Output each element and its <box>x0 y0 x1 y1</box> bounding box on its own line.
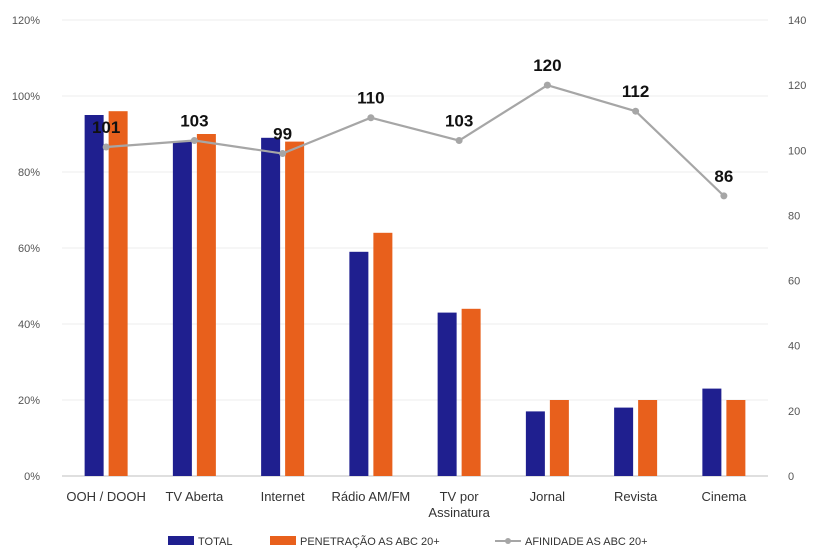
line-layer: 101 103 99 110 103 120 112 86 <box>92 56 733 200</box>
legend-swatch <box>168 536 194 545</box>
y-right-tick-label: 140 <box>788 15 806 27</box>
x-tick-label: Internet <box>261 489 305 504</box>
y-right-tick-label: 100 <box>788 145 806 157</box>
bar <box>349 251 369 476</box>
y-right-tick-label: 120 <box>788 80 806 92</box>
legend-swatch <box>270 536 296 545</box>
legend-marker <box>505 538 511 544</box>
bar <box>461 308 481 476</box>
x-tick-label: TV Aberta <box>165 489 224 504</box>
bar <box>285 141 305 476</box>
y-right-tick-label: 20 <box>788 406 800 418</box>
x-tick-label-line: Internet <box>261 489 305 504</box>
affinity-point <box>279 150 287 158</box>
affinity-data-label: 112 <box>622 82 649 101</box>
legend: TOTAL PENETRAÇÃO AS ABC 20+ AFINIDADE AS A… <box>168 535 648 548</box>
legend-label: PENETRAÇÃO AS ABC 20+ <box>300 535 440 548</box>
affinity-point <box>367 114 375 122</box>
x-tick-label: Cinema <box>701 489 747 504</box>
affinity-data-label: 103 <box>445 112 473 131</box>
axis-layer: 0% 20% 40% 60% 80% 100% 120% 0 20 40 60 80 100 120 140… <box>12 15 807 520</box>
x-tick-label: Rádio AM/FM <box>332 489 411 504</box>
x-tick-label: OOH / DOOH <box>66 489 145 504</box>
x-tick-label: Revista <box>614 489 658 504</box>
bar <box>614 407 634 476</box>
affinity-data-label: 120 <box>533 56 561 75</box>
affinity-line <box>106 83 725 197</box>
affinity-point <box>543 81 551 89</box>
affinity-data-label: 103 <box>180 112 208 131</box>
x-tick-label: Jornal <box>530 489 566 504</box>
bar <box>84 115 104 476</box>
y-left-tick-label: 100% <box>12 91 40 103</box>
affinity-point <box>102 143 110 151</box>
y-left-tick-label: 20% <box>18 395 40 407</box>
x-tick-label-line: Jornal <box>530 489 566 504</box>
x-tick-label-line: Assinatura <box>428 505 490 520</box>
y-right-tick-label: 60 <box>788 276 800 288</box>
x-tick-label: TV por Assinatura <box>428 489 490 520</box>
x-tick-label-line: TV por <box>440 489 480 504</box>
affinity-point <box>632 107 640 115</box>
affinity-point <box>190 137 198 145</box>
bar <box>172 141 192 476</box>
x-tick-label-line: OOH / DOOH <box>66 489 145 504</box>
y-left-tick-label: 40% <box>18 319 40 331</box>
affinity-data-label: 86 <box>714 167 733 186</box>
bar <box>196 134 216 476</box>
bars-layer <box>84 111 746 477</box>
y-right-tick-label: 80 <box>788 210 800 222</box>
bar <box>638 400 658 476</box>
x-tick-label-line: Rádio AM/FM <box>332 489 411 504</box>
x-tick-label-line: Cinema <box>701 489 747 504</box>
bar <box>525 411 545 476</box>
affinity-point <box>720 192 728 200</box>
x-tick-label-line: TV Aberta <box>165 489 224 504</box>
legend-label: TOTAL <box>198 536 232 548</box>
affinity-point <box>455 137 463 145</box>
y-left-tick-label: 120% <box>12 15 40 27</box>
y-right-tick-label: 40 <box>788 341 800 353</box>
y-right-tick-label: 0 <box>788 471 794 483</box>
bar <box>437 312 457 476</box>
bar <box>108 111 128 476</box>
legend-label: AFINIDADE AS ABC 20+ <box>525 536 648 548</box>
affinity-data-label: 110 <box>357 89 384 108</box>
grid-layer <box>62 19 768 477</box>
y-left-tick-label: 80% <box>18 167 40 179</box>
bar <box>261 137 281 477</box>
y-left-tick-label: 60% <box>18 243 40 255</box>
bar <box>373 232 393 476</box>
affinity-data-label: 99 <box>273 125 292 144</box>
bar <box>549 400 569 476</box>
x-tick-label-line: Revista <box>614 489 658 504</box>
bar <box>726 400 746 476</box>
y-left-tick-label: 0% <box>24 471 40 483</box>
affinity-data-label: 101 <box>92 118 120 137</box>
bar <box>702 388 722 476</box>
